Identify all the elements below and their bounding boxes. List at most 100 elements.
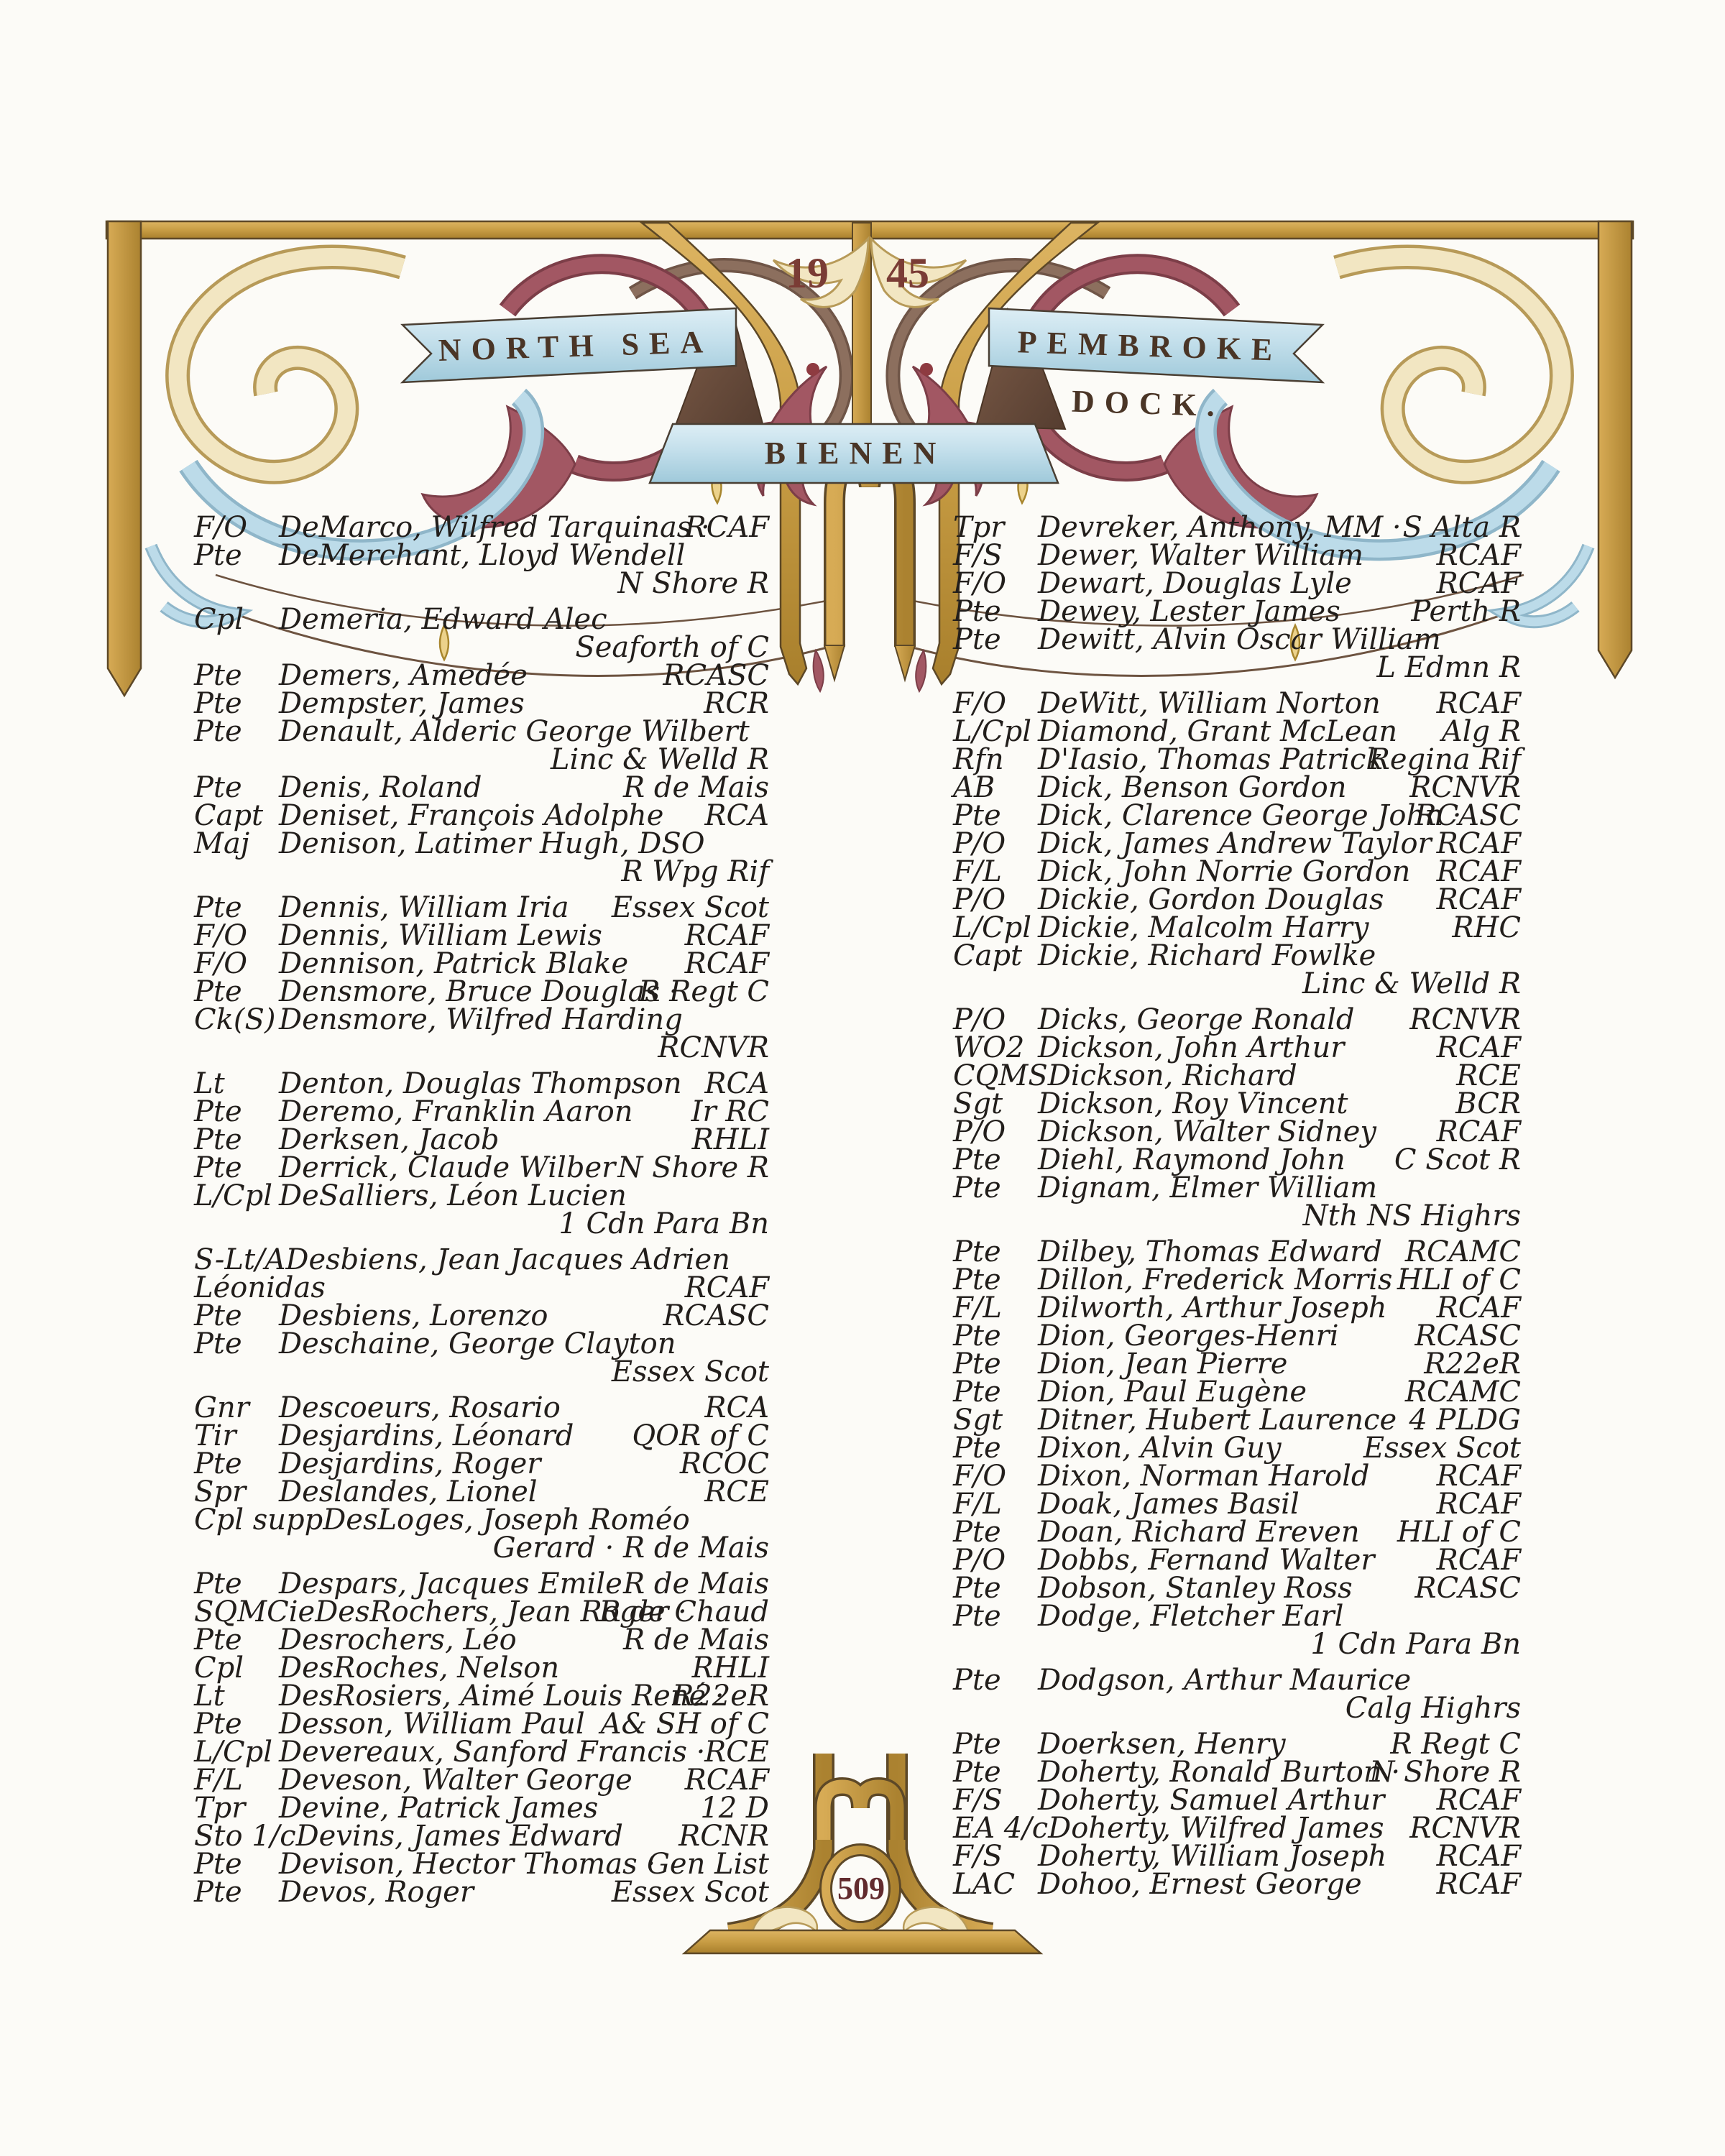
name: Dickie, Malcolm Harry: [1038, 911, 1369, 944]
regiment: 1 Cdn Para Bn: [1310, 1628, 1521, 1661]
register-row: AB Dick, Benson Gordon RCNVR: [953, 773, 1521, 802]
regiment: RCASC: [663, 659, 769, 692]
name: Doan, Richard Ereven: [1038, 1516, 1360, 1549]
register-row: Pte Denault, Alderic George Wilbert: [194, 715, 769, 748]
rank: Pte: [194, 687, 242, 720]
name: Dillon, Frederick Morris: [1038, 1263, 1393, 1296]
register-row-continuation: Calg Highrs: [953, 1692, 1521, 1725]
name: Dick, John Norrie Gordon: [1038, 855, 1411, 888]
register-row-continuation: Nth NS Highrs: [953, 1202, 1521, 1230]
name: Desjardins, Roger: [279, 1447, 541, 1480]
regiment: Seaforth of C: [575, 631, 769, 664]
register-row: Pte Doerksen, Henry R Regt C: [953, 1728, 1521, 1761]
name: DesRosiers, Aimé Louis René ·: [279, 1680, 724, 1713]
regiment: R Wpg Rif: [621, 855, 769, 888]
register-row: Pte Densmore, Bruce Douglas · R Regt C: [194, 975, 769, 1008]
register-row: Tir Desjardins, Léonard QOR of C: [194, 1422, 769, 1450]
regiment: 12 D: [700, 1792, 769, 1825]
register-row: Pte Derrick, Claude Wilber N Shore R: [194, 1151, 769, 1184]
register-row: Cpl Demeria, Edward Alec: [194, 605, 769, 634]
regiment: R22eR: [672, 1680, 769, 1713]
register-row-continuation: Léonidas RCAF: [194, 1271, 769, 1304]
name: DesLoges, Joseph Roméo: [323, 1503, 690, 1537]
regiment: Linc & Welld R: [550, 743, 769, 776]
register-row: Pte Devison, Hector Thomas · Gen List: [194, 1850, 769, 1879]
register-row: P/O Dickson, Walter Sidney RCAF: [953, 1118, 1521, 1146]
register-row: Pte Dobson, Stanley Ross RCASC: [953, 1574, 1521, 1603]
register-row: P/O Dickie, Gordon Douglas RCAF: [953, 883, 1521, 916]
name: DeWitt, William Norton: [1038, 687, 1381, 720]
rank: Sgt: [953, 1404, 1003, 1437]
ribbon-north-sea: [400, 307, 737, 384]
rank: Pte: [194, 1299, 242, 1332]
rank: F/L: [953, 1291, 1002, 1325]
rank: Pte: [194, 1123, 242, 1156]
regiment: RCAF: [1436, 1291, 1521, 1325]
regiment: Calg Highrs: [1345, 1692, 1521, 1725]
name: Derrick, Claude Wilber: [279, 1151, 616, 1184]
register-row-continuation: Linc & Welld R: [194, 743, 769, 776]
name: DeSalliers, Léon Lucien: [279, 1179, 627, 1212]
ribbon-bienen: [648, 423, 1059, 484]
regiment: RCAF: [1436, 567, 1521, 600]
register-row: F/O Dennis, William Lewis RCAF: [194, 919, 769, 952]
name: Dion, Georges-Henri: [1038, 1319, 1339, 1353]
regiment: R de Mais: [623, 771, 769, 804]
register-row: F/L Doak, James Basil RCAF: [953, 1490, 1521, 1519]
regiment: RCAF: [684, 1271, 769, 1304]
rank: Pte: [953, 1432, 1001, 1465]
register-row: Pte Dick, Clarence George John · RCASC: [953, 799, 1521, 832]
regiment: QOR of C: [632, 1419, 769, 1452]
register-row: Pte Doan, Richard Ereven HLI of C: [953, 1516, 1521, 1549]
name: Deschaine, George Clayton: [279, 1327, 676, 1360]
regiment: RCA: [704, 1067, 769, 1100]
rank: F/L: [953, 855, 1002, 888]
rank: F/O: [953, 567, 1007, 600]
ribbons: [400, 307, 1325, 484]
name: Dodgson, Arthur Maurice: [1038, 1664, 1412, 1697]
register-row: Pte Derksen, Jacob RHLI: [194, 1123, 769, 1156]
rank: Capt: [953, 939, 1023, 972]
register-row: Pte Doherty, Ronald Burton · N Shore R: [953, 1758, 1521, 1787]
register-row: Spr Deslandes, Lionel RCE: [194, 1478, 769, 1506]
name: Dennison, Patrick Blake: [279, 947, 629, 980]
rank: Pte: [953, 623, 1001, 656]
name: Dewitt, Alvin Oscar William: [1038, 623, 1441, 656]
rank: Pte: [953, 1171, 1001, 1204]
register-row: Pte Dignam, Elmer William: [953, 1174, 1521, 1202]
name: Desson, William Paul: [279, 1708, 585, 1741]
rank: Ck(S): [194, 1003, 276, 1036]
regiment: RCNR: [678, 1820, 769, 1853]
rank: Pte: [194, 659, 242, 692]
rank: Pte: [194, 975, 242, 1008]
regiment: RCOC: [679, 1447, 769, 1480]
battle-honour-north-sea: NORTH SEA: [438, 324, 714, 368]
name: Dickie, Gordon Douglas: [1038, 883, 1384, 916]
rank: Cpl supp: [194, 1503, 323, 1537]
rank: F/O: [194, 919, 248, 952]
regiment: RCAF: [1436, 539, 1521, 572]
rank: Pte: [194, 1327, 242, 1360]
rank: Capt: [194, 799, 264, 832]
rank: Pte: [194, 1567, 242, 1600]
regiment: RCASC: [1414, 1319, 1521, 1353]
register-row: EA 4/c Doherty, Wilfred James RCNVR: [953, 1812, 1521, 1845]
rank: Pte: [194, 715, 242, 748]
name: DeMarco, Wilfred Tarquinas ·: [279, 511, 710, 544]
register-row: Pte Despars, Jacques Emile R de Mais: [194, 1570, 769, 1598]
regiment: RCNVR: [658, 1031, 769, 1064]
rank: L/Cpl: [194, 1179, 273, 1212]
rank: Tpr: [953, 511, 1005, 544]
name: Dickson, Walter Sidney: [1038, 1115, 1376, 1148]
name: Doerksen, Henry: [1038, 1728, 1286, 1761]
name: Densmore, Bruce Douglas ·: [279, 975, 678, 1008]
rank: Pte: [194, 539, 242, 572]
register-row: Pte Dodgson, Arthur Maurice: [953, 1664, 1521, 1697]
regiment: RCNVR: [1409, 1003, 1521, 1036]
register-row: Pte Desson, William Paul A& SH of C: [194, 1710, 769, 1738]
name: Doherty, Wilfred James: [1048, 1812, 1384, 1845]
rank: Pte: [953, 799, 1001, 832]
regiment: RCAF: [1436, 855, 1521, 888]
register-row: Sgt Dickson, Roy Vincent BCR: [953, 1089, 1521, 1118]
register-column-right: Tpr Devreker, Anthony, MM · S Alta R F/S Dew…: [953, 511, 1521, 1899]
